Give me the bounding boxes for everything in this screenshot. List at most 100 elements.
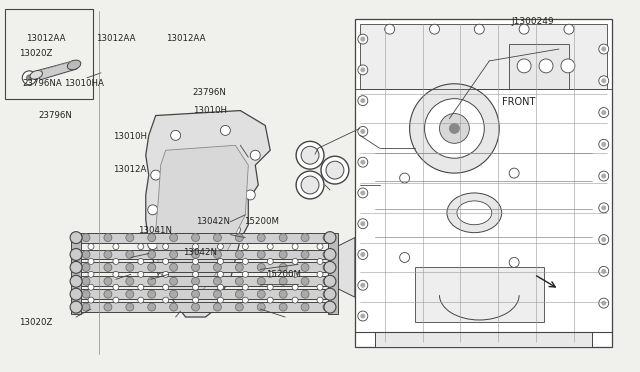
Circle shape bbox=[220, 125, 230, 135]
Circle shape bbox=[324, 248, 336, 260]
Circle shape bbox=[193, 297, 198, 303]
Polygon shape bbox=[335, 238, 355, 297]
Text: 23796NA: 23796NA bbox=[22, 79, 62, 88]
Bar bbox=[355, 19, 612, 347]
Circle shape bbox=[361, 99, 365, 103]
Circle shape bbox=[599, 266, 609, 276]
Circle shape bbox=[70, 301, 82, 313]
Circle shape bbox=[257, 277, 265, 285]
Circle shape bbox=[236, 277, 243, 285]
Circle shape bbox=[361, 253, 365, 256]
Text: 23796N: 23796N bbox=[193, 89, 227, 97]
Bar bbox=[509, 44, 569, 89]
Circle shape bbox=[236, 250, 243, 259]
Circle shape bbox=[163, 284, 169, 290]
Circle shape bbox=[602, 47, 605, 51]
Circle shape bbox=[449, 124, 460, 134]
Circle shape bbox=[564, 24, 574, 34]
Circle shape bbox=[358, 65, 368, 75]
Circle shape bbox=[599, 203, 609, 213]
Circle shape bbox=[301, 176, 319, 194]
Circle shape bbox=[138, 271, 144, 277]
Circle shape bbox=[358, 34, 368, 44]
Circle shape bbox=[148, 240, 157, 250]
Circle shape bbox=[214, 303, 221, 311]
Text: 15200M: 15200M bbox=[266, 270, 301, 279]
Circle shape bbox=[26, 75, 32, 81]
Circle shape bbox=[70, 288, 82, 300]
Circle shape bbox=[323, 263, 331, 271]
Circle shape bbox=[599, 171, 609, 181]
Circle shape bbox=[88, 244, 94, 250]
Circle shape bbox=[126, 250, 134, 259]
Circle shape bbox=[358, 250, 368, 259]
Circle shape bbox=[70, 248, 82, 260]
Circle shape bbox=[88, 259, 94, 264]
Circle shape bbox=[180, 289, 191, 299]
Circle shape bbox=[429, 24, 440, 34]
Circle shape bbox=[214, 277, 221, 285]
Circle shape bbox=[157, 272, 168, 282]
Circle shape bbox=[236, 303, 243, 311]
Circle shape bbox=[324, 232, 336, 244]
Circle shape bbox=[126, 234, 134, 241]
Bar bbox=[76, 250, 330, 259]
Circle shape bbox=[301, 263, 309, 271]
Circle shape bbox=[218, 284, 223, 290]
Circle shape bbox=[326, 161, 344, 179]
Circle shape bbox=[424, 99, 484, 158]
Text: 13012AA: 13012AA bbox=[26, 34, 65, 43]
Circle shape bbox=[257, 263, 265, 271]
Circle shape bbox=[602, 79, 605, 83]
Circle shape bbox=[88, 284, 94, 290]
Circle shape bbox=[474, 24, 484, 34]
Circle shape bbox=[301, 250, 309, 259]
Circle shape bbox=[148, 303, 156, 311]
Circle shape bbox=[214, 263, 221, 271]
Text: 13041N: 13041N bbox=[138, 226, 172, 235]
Circle shape bbox=[599, 76, 609, 86]
Bar bbox=[76, 302, 330, 312]
Circle shape bbox=[358, 311, 368, 321]
Circle shape bbox=[191, 277, 200, 285]
Circle shape bbox=[268, 271, 273, 277]
Circle shape bbox=[268, 297, 273, 303]
Circle shape bbox=[236, 234, 243, 241]
Circle shape bbox=[104, 263, 112, 271]
Circle shape bbox=[104, 277, 112, 285]
Circle shape bbox=[292, 271, 298, 277]
Circle shape bbox=[279, 263, 287, 271]
Polygon shape bbox=[156, 145, 248, 299]
Circle shape bbox=[218, 297, 223, 303]
Circle shape bbox=[361, 68, 365, 72]
Circle shape bbox=[243, 271, 248, 277]
Bar bbox=[76, 262, 330, 272]
Circle shape bbox=[599, 108, 609, 118]
Circle shape bbox=[358, 280, 368, 290]
Circle shape bbox=[148, 234, 156, 241]
Circle shape bbox=[88, 297, 94, 303]
Circle shape bbox=[599, 44, 609, 54]
Circle shape bbox=[193, 244, 198, 250]
Circle shape bbox=[257, 234, 265, 241]
Circle shape bbox=[170, 263, 178, 271]
Circle shape bbox=[126, 303, 134, 311]
Circle shape bbox=[148, 263, 156, 271]
Text: 13020Z: 13020Z bbox=[19, 318, 52, 327]
Circle shape bbox=[193, 284, 198, 290]
Circle shape bbox=[268, 284, 273, 290]
Circle shape bbox=[317, 259, 323, 264]
Text: 13010HA: 13010HA bbox=[64, 79, 104, 88]
Circle shape bbox=[323, 303, 331, 311]
Circle shape bbox=[205, 259, 216, 269]
Circle shape bbox=[138, 297, 144, 303]
Circle shape bbox=[170, 290, 178, 298]
Circle shape bbox=[170, 234, 178, 241]
Circle shape bbox=[88, 271, 94, 277]
Text: 13042N: 13042N bbox=[196, 217, 230, 225]
Circle shape bbox=[602, 206, 605, 210]
Circle shape bbox=[301, 234, 309, 241]
Text: 13012AA: 13012AA bbox=[96, 34, 135, 43]
Text: 13042N: 13042N bbox=[183, 248, 217, 257]
Circle shape bbox=[170, 303, 178, 311]
